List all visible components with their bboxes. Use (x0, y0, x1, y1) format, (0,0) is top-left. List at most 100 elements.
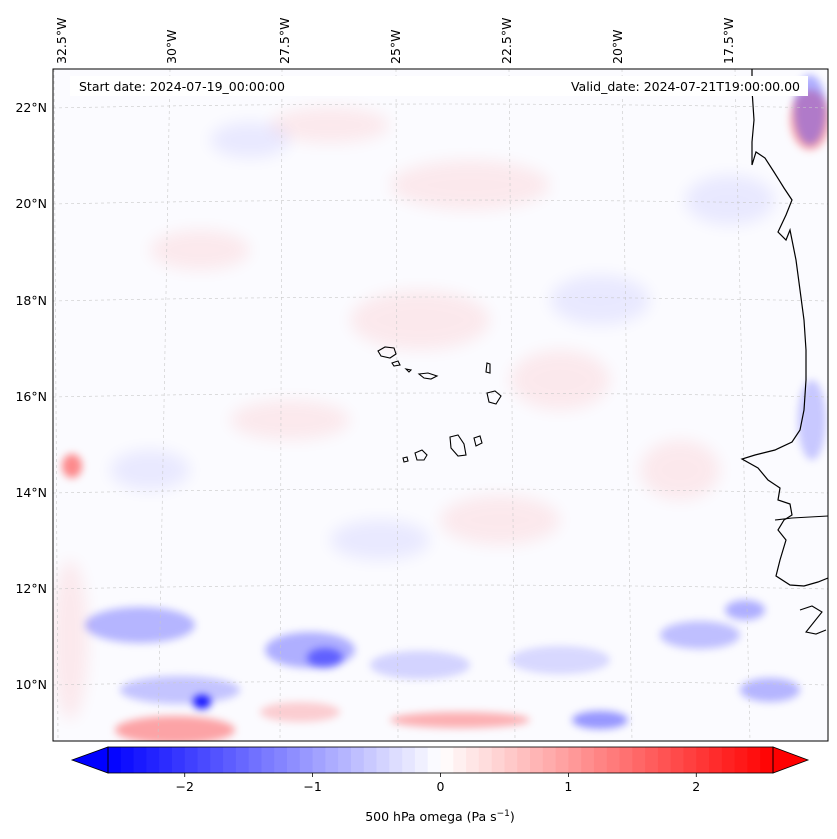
colorbar-tick-label: 0 (437, 779, 445, 794)
colorbar-cell (478, 747, 493, 773)
colorbar: −2 −1 0 1 2 500 hPa omega (Pa s−1) (70, 746, 810, 824)
lat-label: 18°N (15, 293, 47, 308)
colorbar-cell (555, 747, 569, 773)
colorbar-cell (133, 747, 147, 773)
omega-patch (115, 716, 235, 741)
colorbar-cell (517, 747, 531, 773)
colorbar-cell (632, 747, 646, 773)
valid-date-label: Valid_date: 2024-07-21T19:00:00.00 (571, 79, 800, 94)
colorbar-cell (581, 747, 595, 773)
colorbar-cell (248, 747, 263, 773)
colorbar-cell (171, 747, 186, 773)
omega-patch (270, 107, 390, 143)
lat-label: 12°N (15, 581, 47, 596)
omega-patch (550, 275, 650, 325)
latitude-labels: 22°N 20°N 18°N 16°N 14°N 12°N 10°N (15, 100, 47, 692)
colorbar-cell (197, 747, 211, 773)
lon-label: 32.5°W (54, 18, 69, 64)
colorbar-tick-label: 1 (564, 779, 572, 794)
colorbar-cell (235, 747, 250, 773)
omega-patch (740, 678, 800, 702)
colorbar-cell (184, 747, 199, 773)
colorbar-cell (670, 747, 685, 773)
omega-patch (510, 350, 610, 410)
colorbar-tick-label: 2 (692, 779, 700, 794)
omega-patch (110, 450, 190, 490)
omega-patch (370, 651, 470, 679)
lat-label: 20°N (15, 196, 47, 211)
gridlines (53, 69, 828, 741)
africa-coastline-gambia (774, 515, 829, 521)
colorbar-cell (210, 747, 224, 773)
omega-patch (685, 175, 775, 225)
omega-patch (62, 454, 82, 478)
lat-label: 10°N (15, 677, 47, 692)
africa-coastline (740, 69, 828, 587)
omega-patch (390, 160, 550, 210)
omega-patch (640, 440, 720, 500)
omega-patch (53, 560, 88, 720)
colorbar-extend-low (70, 746, 109, 774)
colorbar-cell (389, 747, 403, 773)
colorbar-cell (376, 747, 390, 773)
lon-label: 30°W (164, 29, 179, 64)
colorbar-cell (709, 747, 723, 773)
colorbar-cell (453, 747, 467, 773)
colorbar-ticks: −2 −1 0 1 2 (176, 773, 700, 794)
colorbar-tick-label: −2 (176, 779, 194, 794)
colorbar-cell (312, 747, 327, 773)
omega-patch (193, 695, 211, 709)
colorbar-cell (414, 747, 429, 773)
colorbar-cell (350, 747, 365, 773)
omega-patch (260, 702, 340, 722)
colorbar-cell (491, 747, 506, 773)
colorbar-cell (223, 747, 237, 773)
lon-label: 17.5°W (721, 18, 736, 64)
colorbar-cell (146, 747, 160, 773)
map-panel[interactable]: Start date: 2024-07-19_00:00:00 Valid_da… (52, 68, 830, 744)
colorbar-cell (363, 747, 378, 773)
colorbar-title-sup: −1 (497, 809, 510, 819)
lat-label: 16°N (15, 389, 47, 404)
colorbar-cell (120, 747, 135, 773)
colorbar-cell (760, 747, 774, 773)
omega-patch (572, 711, 628, 729)
omega-patch (440, 495, 560, 545)
omega-patch (725, 600, 765, 620)
colorbar-cell (542, 747, 557, 773)
omega-patch (390, 712, 530, 728)
colorbar-tick-label: −1 (303, 779, 321, 794)
omega-patch (120, 676, 240, 704)
start-date-label: Start date: 2024-07-19_00:00:00 (79, 79, 285, 94)
colorbar-cell (530, 747, 544, 773)
lon-label: 25°W (388, 29, 403, 64)
colorbar-cell (274, 747, 288, 773)
lon-label: 22.5°W (499, 18, 514, 64)
colorbar-cell (696, 747, 710, 773)
colorbar-cell (325, 747, 339, 773)
colorbar-cell (593, 747, 608, 773)
omega-patch (510, 646, 610, 674)
colorbar-cell (299, 747, 314, 773)
lon-label: 27.5°W (277, 18, 292, 64)
colorbar-cell (747, 747, 761, 773)
omega-patch (660, 621, 740, 649)
colorbar-extend-high (772, 746, 810, 774)
africa-coastline-guinea (799, 605, 827, 635)
omega-patch (85, 607, 195, 643)
map-frame (52, 68, 829, 742)
colorbar-cell (287, 747, 301, 773)
colorbar-cell (338, 747, 352, 773)
longitude-labels: 32.5°W 30°W 27.5°W 25°W 22.5°W 20°W 17.5… (54, 18, 736, 64)
omega-patch (150, 230, 250, 270)
colorbar-cells (108, 747, 774, 773)
colorbar-cell (619, 747, 633, 773)
colorbar-cell (683, 747, 697, 773)
omega-patch (230, 400, 350, 440)
colorbar-cell (427, 747, 442, 773)
date-label-background (70, 76, 808, 96)
lon-label: 20°W (610, 29, 625, 64)
colorbar-cell (108, 747, 122, 773)
omega-patch (330, 520, 430, 560)
colorbar-cell (606, 747, 621, 773)
